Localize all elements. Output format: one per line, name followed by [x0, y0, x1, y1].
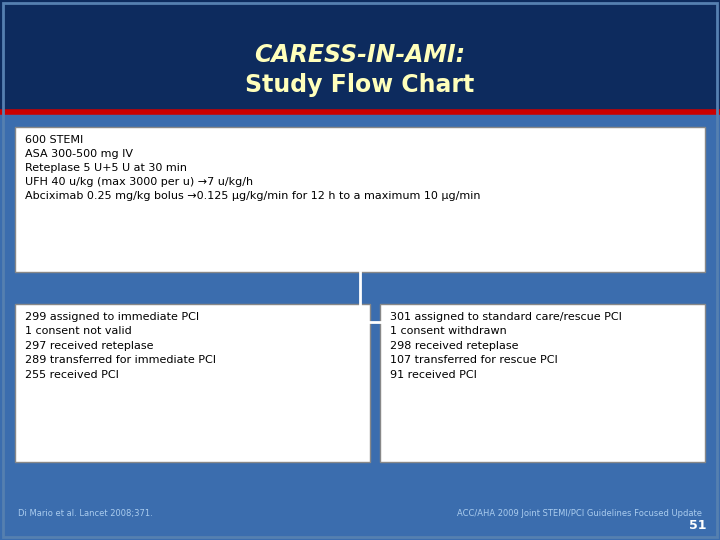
- Text: CARESS-IN-AMI:: CARESS-IN-AMI:: [254, 43, 466, 67]
- Bar: [0, 0, 720, 110]
- Text: Di Mario et al. Lancet 2008;371.: Di Mario et al. Lancet 2008;371.: [18, 509, 153, 518]
- Text: 299 assigned to immediate PCI
1 consent not valid
297 received reteplase
289 tra: 299 assigned to immediate PCI 1 consent …: [25, 312, 216, 380]
- Bar: [380, 304, 705, 462]
- Text: 301 assigned to standard care/rescue PCI
1 consent withdrawn
298 received retepl: 301 assigned to standard care/rescue PCI…: [390, 312, 622, 380]
- Text: 51: 51: [688, 519, 706, 532]
- Bar: [15, 127, 705, 272]
- Bar: [15, 304, 370, 462]
- Text: ACC/AHA 2009 Joint STEMI/PCI Guidelines Focused Update: ACC/AHA 2009 Joint STEMI/PCI Guidelines …: [457, 509, 702, 518]
- Text: Study Flow Chart: Study Flow Chart: [246, 73, 474, 97]
- Text: 600 STEMI
ASA 300-500 mg IV
Reteplase 5 U+5 U at 30 min
UFH 40 u/kg (max 3000 pe: 600 STEMI ASA 300-500 mg IV Reteplase 5 …: [25, 135, 480, 201]
